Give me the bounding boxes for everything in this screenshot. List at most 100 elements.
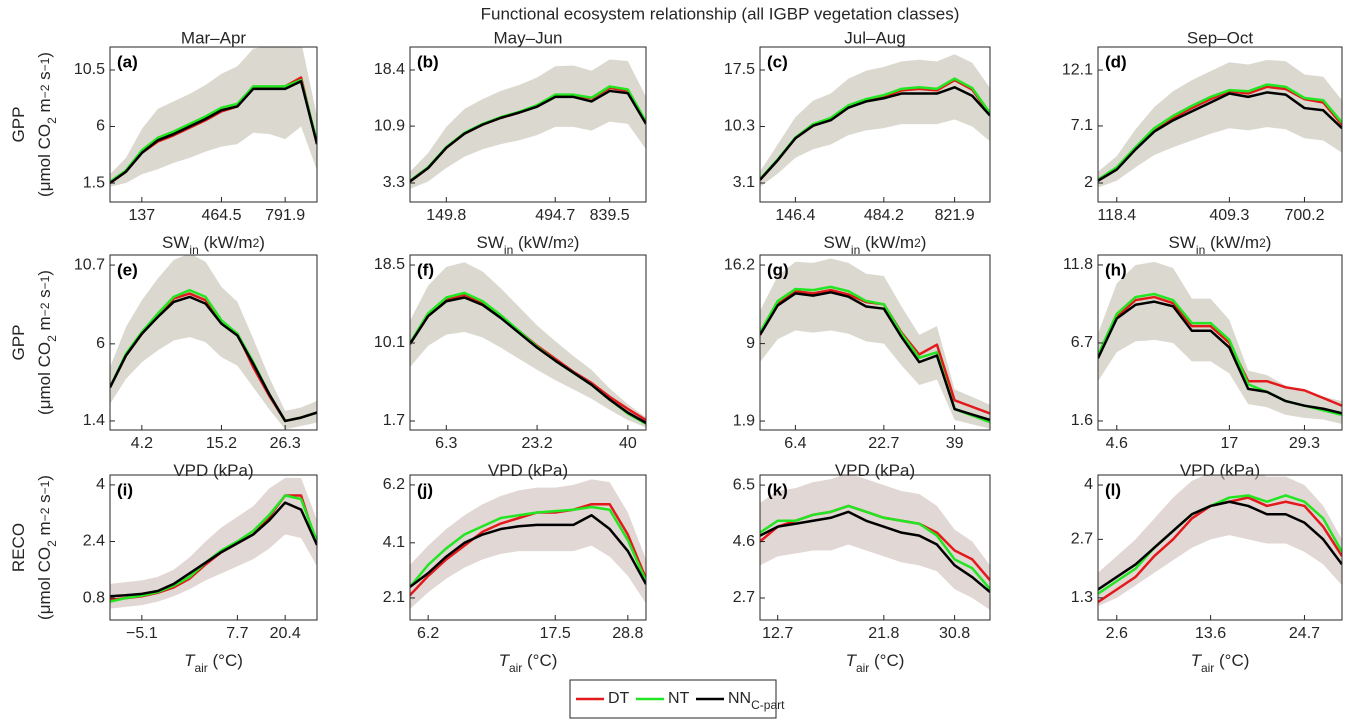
axes-frame [409, 474, 647, 621]
panel-title: Sep–Oct [1187, 28, 1253, 47]
y-tick-label: 1.5 [83, 174, 105, 191]
y-tick-label: 10.9 [374, 117, 405, 134]
series-line [760, 291, 990, 422]
y-tick-label: 4.6 [733, 533, 755, 550]
panel-label: (h) [1105, 260, 1127, 279]
axes-frame [759, 46, 991, 203]
label-part: ) [574, 233, 580, 252]
label-part: m [35, 98, 54, 117]
uncertainty-band [1098, 59, 1342, 188]
label-part: (kW/m [1205, 233, 1259, 252]
y-tick-label: 4.1 [383, 534, 405, 551]
x-tick-label: 821.9 [935, 207, 975, 224]
x-axis-label: VPD (kPa) [488, 461, 568, 480]
label-part: −1 [38, 480, 52, 494]
y-tick-label: 6.5 [733, 476, 755, 493]
label-part: s [35, 494, 54, 507]
y-tick-label: 6.2 [383, 476, 405, 493]
x-tick-label: 30.8 [939, 625, 970, 642]
x-tick-label: 20.4 [270, 625, 301, 642]
legend-label: NNC-part [728, 690, 785, 712]
series-line [760, 86, 990, 181]
label-part: (°C) [1214, 651, 1249, 670]
y-tick-label: 6 [96, 118, 105, 135]
y-tick-label: 3.1 [733, 174, 755, 191]
label-part: 2 [45, 540, 59, 547]
series-line [760, 510, 990, 594]
x-axis-label: Tair (°C) [184, 651, 243, 675]
label-part: in [189, 243, 198, 257]
x-tick-label: 118.4 [1097, 207, 1136, 224]
legend-box [569, 679, 777, 719]
y-tick-label: 2.1 [383, 589, 405, 606]
label-part: (°C) [869, 651, 904, 670]
label-part: 2 [45, 117, 59, 124]
label-part: air [1201, 661, 1214, 675]
uncertainty-band [1098, 475, 1342, 607]
x-tick-label: 839.5 [590, 207, 630, 224]
y-tick-label: 1.4 [83, 412, 105, 429]
label-part: 2 [253, 236, 260, 250]
plot-area [1098, 261, 1342, 425]
y-axis-label: GPP [9, 325, 28, 361]
x-axis-label: Tair (°C) [846, 651, 905, 675]
series-line [410, 89, 646, 183]
x-tick-label: 28.8 [612, 625, 643, 642]
label-part: ) [1266, 233, 1272, 252]
y-tick-label: 2 [1084, 174, 1093, 191]
x-tick-label: −5.1 [126, 625, 158, 642]
series-line [1098, 295, 1342, 407]
y-tick-label: 11.8 [1063, 256, 1093, 273]
x-axis-label: SWin (kW/m2) [477, 233, 580, 257]
legend-name: NN [728, 690, 751, 707]
series-line [410, 502, 646, 597]
series-line [760, 504, 990, 590]
panel-label: (e) [117, 260, 138, 279]
series-line [110, 78, 317, 183]
series-line [1098, 494, 1342, 595]
series-line [1098, 83, 1342, 181]
y-tick-label: 1.6 [1071, 412, 1093, 429]
x-tick-label: 4.2 [131, 435, 153, 452]
x-tick-label: 6.2 [417, 625, 439, 642]
axes-frame [109, 46, 318, 203]
axes-frame [409, 46, 647, 203]
label-part: ) [35, 52, 54, 58]
label-part: −2 [38, 84, 52, 98]
uncertainty-band [760, 54, 990, 187]
label-part: in [504, 243, 513, 257]
label-part: (kW/m [513, 233, 567, 252]
x-tick-label: 6.4 [784, 435, 806, 452]
x-tick-label: 146.4 [775, 207, 815, 224]
axes-frame [1097, 46, 1343, 203]
label-part: −1 [38, 275, 52, 289]
y-axis-unit: (μmol CO2 m−2 s−1) [35, 475, 59, 620]
label-part: in [851, 243, 860, 257]
uncertainty-band [760, 475, 990, 610]
label-part: (kW/m [860, 233, 914, 252]
plot-area [410, 479, 646, 609]
series-line [1098, 500, 1342, 591]
axes-frame [759, 474, 991, 621]
label-part: T [846, 651, 858, 670]
label-part: SW [1169, 233, 1196, 252]
figure-title: Functional ecosystem relationship (all I… [481, 4, 960, 23]
x-tick-label: 24.7 [1289, 625, 1320, 642]
label-part: m [35, 521, 54, 540]
label-part: 2 [1259, 236, 1266, 250]
axes-frame [759, 254, 991, 431]
panel-title: May–Jun [494, 28, 563, 47]
label-part: ) [35, 270, 54, 276]
x-tick-label: 23.2 [522, 435, 553, 452]
x-tick-label: 484.2 [864, 207, 904, 224]
panel-label: (i) [117, 480, 133, 499]
x-tick-label: 494.7 [535, 207, 575, 224]
plot-area [110, 47, 317, 187]
x-tick-label: 4.6 [1106, 435, 1128, 452]
y-axis-label: RECO [9, 523, 28, 572]
series-line [410, 296, 646, 424]
uncertainty-band [110, 477, 317, 609]
series-line [110, 501, 317, 598]
x-tick-label: 791.9 [265, 207, 305, 224]
y-tick-label: 16.2 [724, 256, 755, 273]
